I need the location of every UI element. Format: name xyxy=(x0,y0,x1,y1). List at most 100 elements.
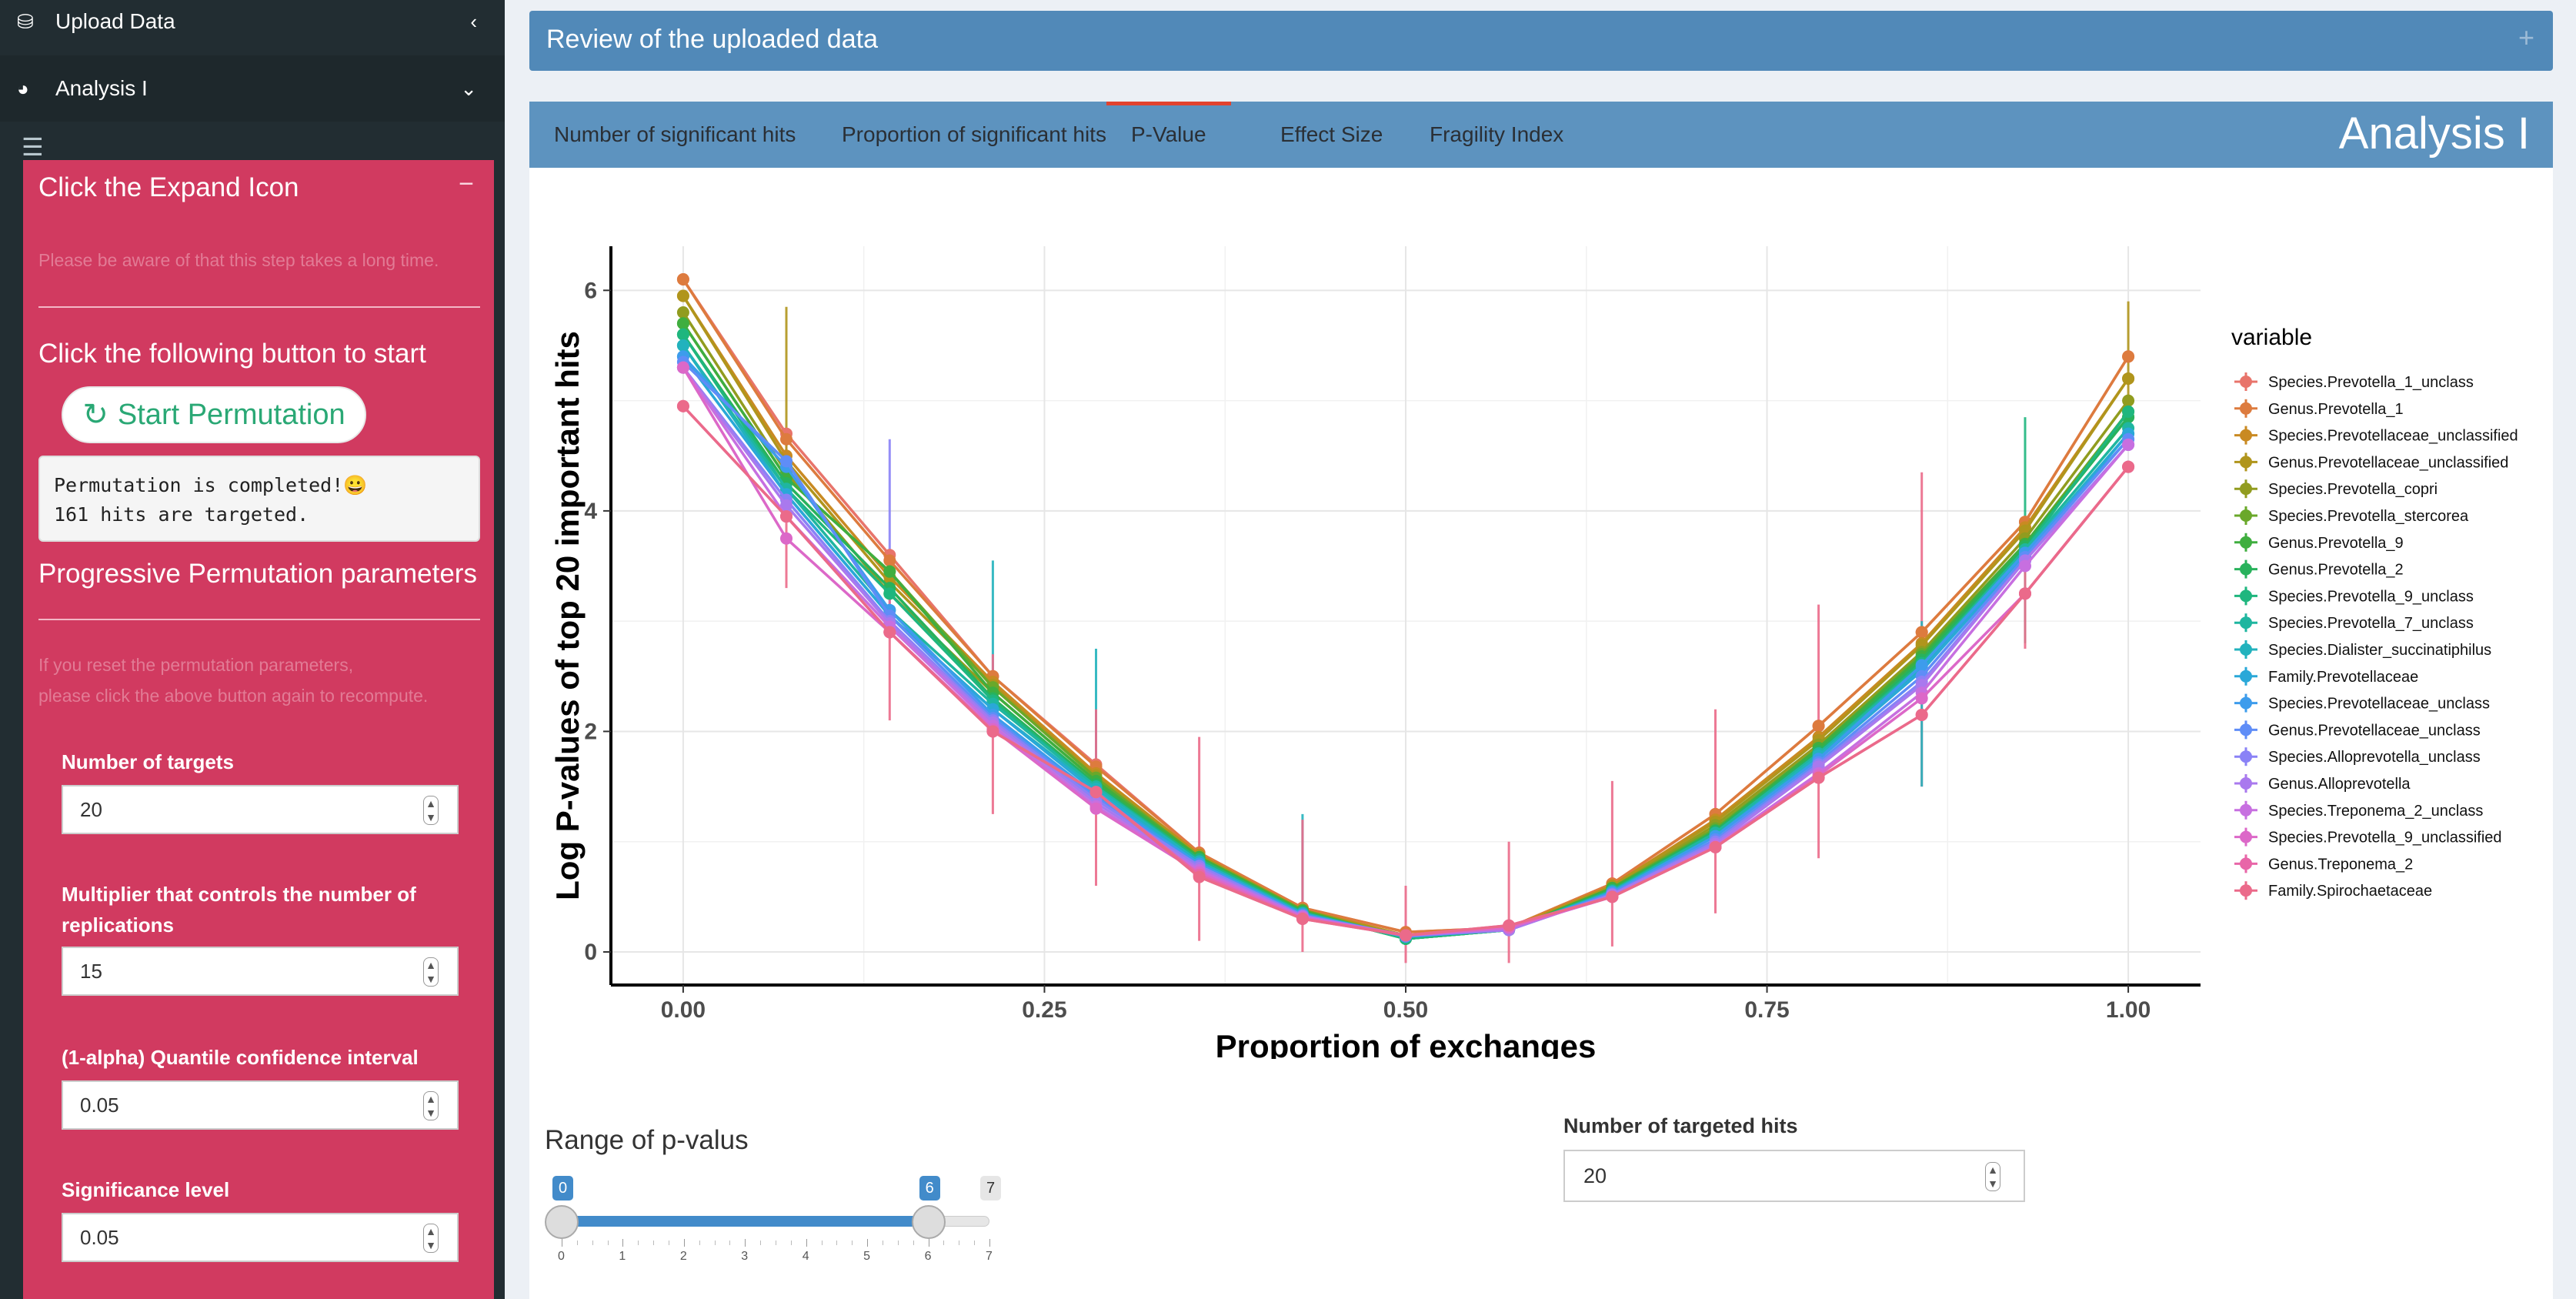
legend-swatch-point xyxy=(2240,803,2252,816)
legend-swatch-point xyxy=(2240,670,2252,683)
slider-minor-tick xyxy=(836,1241,838,1245)
data-point xyxy=(780,510,793,523)
number-of-targeted-hits-input[interactable]: 20 ▲ ▼ xyxy=(1563,1150,2025,1202)
stepper-icon[interactable]: ▲ ▼ xyxy=(1985,1162,2000,1191)
data-point xyxy=(1915,659,1928,672)
reset-note-line-2: please click the above button again to r… xyxy=(38,686,429,706)
slider-selected-range xyxy=(562,1216,929,1227)
data-point xyxy=(2122,372,2135,385)
tab-label: P-Value xyxy=(1131,122,1206,146)
slider-tick-label: 7 xyxy=(986,1250,993,1263)
review-uploaded-data-box[interactable]: Review of the uploaded data + xyxy=(529,11,2553,71)
legend-swatch-point xyxy=(2240,456,2252,469)
quantile-ci-input[interactable]: 0.05 ▲ ▼ xyxy=(62,1080,459,1130)
data-point xyxy=(780,499,793,512)
x-axis-title: Proportion of exchanges xyxy=(1216,1028,1597,1059)
legend-swatch-point xyxy=(2240,830,2252,843)
stepper-icon[interactable]: ▲ ▼ xyxy=(423,1091,439,1120)
y-axis-title: Log P-values of top 20 important hits xyxy=(549,331,586,900)
slider-tick-label: 4 xyxy=(802,1250,809,1263)
start-permutation-button[interactable]: ↻ Start Permutation xyxy=(62,386,366,443)
data-point xyxy=(676,306,689,319)
significance-level-label: Significance level xyxy=(62,1178,230,1201)
legend-entry: Genus.Prevotella_1 xyxy=(2268,401,2404,418)
divider xyxy=(38,619,480,620)
expand-icon[interactable]: + xyxy=(2518,22,2534,53)
data-point xyxy=(1606,890,1619,903)
sidebar-item-label: Upload Data xyxy=(55,9,175,33)
tab-effect-size[interactable]: Effect Size xyxy=(1280,102,1383,168)
x-tick-label: 0.00 xyxy=(661,997,706,1023)
legend-entry: Genus.Prevotella_9 xyxy=(2268,535,2404,552)
y-tick-label: 6 xyxy=(584,278,597,303)
legend-entry: Species.Prevotella_stercorea xyxy=(2268,508,2469,525)
slider-minor-tick xyxy=(699,1241,700,1245)
slider-high-value: 6 xyxy=(919,1176,940,1200)
number-of-targeted-hits-value: 20 xyxy=(1583,1164,1607,1187)
stepper-icon[interactable]: ▲ ▼ xyxy=(423,1224,439,1253)
collapse-icon[interactable]: − xyxy=(459,169,474,199)
slider-minor-tick xyxy=(729,1241,731,1245)
slider-minor-tick xyxy=(592,1241,593,1245)
reset-note-line-1: If you reset the permutation parameters, xyxy=(38,655,354,675)
menu-icon[interactable]: ☰ xyxy=(22,133,44,161)
legend-swatch-point xyxy=(2240,509,2252,522)
p-value-range-slider[interactable]: 0 6 7 0 1 2 3 4 5 6 7 xyxy=(545,1176,1014,1284)
permutation-result: Permutation is completed!😀 161 hits are … xyxy=(38,456,480,542)
slider-tick-mark xyxy=(745,1239,746,1247)
sidebar-item-upload-data[interactable]: ⛁ Upload Data ‹ xyxy=(0,0,505,43)
data-point xyxy=(676,317,689,330)
tab-p-value[interactable]: P-Value xyxy=(1106,102,1231,168)
stepper-icon[interactable]: ▲ ▼ xyxy=(423,796,439,825)
significance-level-input[interactable]: 0.05 ▲ ▼ xyxy=(62,1213,459,1262)
start-heading: Click the following button to start xyxy=(38,339,426,369)
legend-swatch-point xyxy=(2240,589,2252,603)
slider-minor-tick xyxy=(974,1241,976,1245)
legend-entry: Species.Prevotella_9_unclass xyxy=(2268,588,2474,605)
slider-low-value: 0 xyxy=(552,1176,574,1200)
legend-swatch-point xyxy=(2240,402,2252,415)
sidebar: ⛁ Upload Data ‹ ◕ Analysis I ⌄ ☰ Click t… xyxy=(0,0,505,1299)
slider-handle-high[interactable] xyxy=(911,1205,946,1239)
x-tick-label: 0.50 xyxy=(1383,997,1428,1023)
chevron-down-icon: ⌄ xyxy=(460,76,477,100)
data-point xyxy=(676,289,689,302)
data-point xyxy=(676,328,689,341)
data-point xyxy=(780,432,793,446)
number-of-targets-label: Number of targets xyxy=(62,750,234,773)
tab-number-of-significant-hits[interactable]: Number of significant hits xyxy=(554,102,796,168)
params-heading: Progressive Permutation parameters xyxy=(38,559,477,589)
legend-entry: Genus.Treponema_2 xyxy=(2268,856,2413,873)
stepper-icon[interactable]: ▲ ▼ xyxy=(423,957,439,987)
legend-swatch-point xyxy=(2240,429,2252,442)
data-point xyxy=(676,339,689,352)
multiplier-value: 15 xyxy=(80,959,102,983)
slider-tick-label: 2 xyxy=(679,1250,687,1263)
data-point xyxy=(1812,771,1825,784)
data-point xyxy=(986,725,999,738)
tab-proportion-of-significant-hits[interactable]: Proportion of significant hits xyxy=(842,102,1106,168)
start-permutation-label: Start Permutation xyxy=(117,398,345,431)
legend-swatch-point xyxy=(2240,563,2252,576)
slider-tick-label: 5 xyxy=(863,1250,871,1263)
data-point xyxy=(1915,692,1928,705)
number-of-targets-input[interactable]: 20 ▲ ▼ xyxy=(62,785,459,834)
legend-swatch-point xyxy=(2240,723,2252,736)
slider-handle-low[interactable] xyxy=(545,1205,579,1239)
sidebar-item-analysis-i[interactable]: ◕ Analysis I ⌄ xyxy=(0,55,505,122)
data-point xyxy=(2122,405,2135,418)
tab-label: Number of significant hits xyxy=(554,122,796,146)
legend-title: variable xyxy=(2231,325,2312,350)
data-point xyxy=(883,587,896,600)
legend-entry: Species.Prevotellaceae_unclassified xyxy=(2268,428,2518,445)
data-point xyxy=(780,455,793,468)
multiplier-input[interactable]: 15 ▲ ▼ xyxy=(62,947,459,996)
legend-entry: Genus.Prevotella_2 xyxy=(2268,562,2404,579)
quantile-ci-label: (1-alpha) Quantile confidence interval xyxy=(62,1046,419,1069)
data-point xyxy=(676,399,689,412)
range-of-p-values-label: Range of p-valus xyxy=(545,1125,749,1155)
slider-tick-mark xyxy=(683,1239,685,1247)
legend-swatch-point xyxy=(2240,696,2252,710)
tab-fragility-index[interactable]: Fragility Index xyxy=(1430,102,1563,168)
tab-label: Proportion of significant hits xyxy=(842,122,1106,146)
